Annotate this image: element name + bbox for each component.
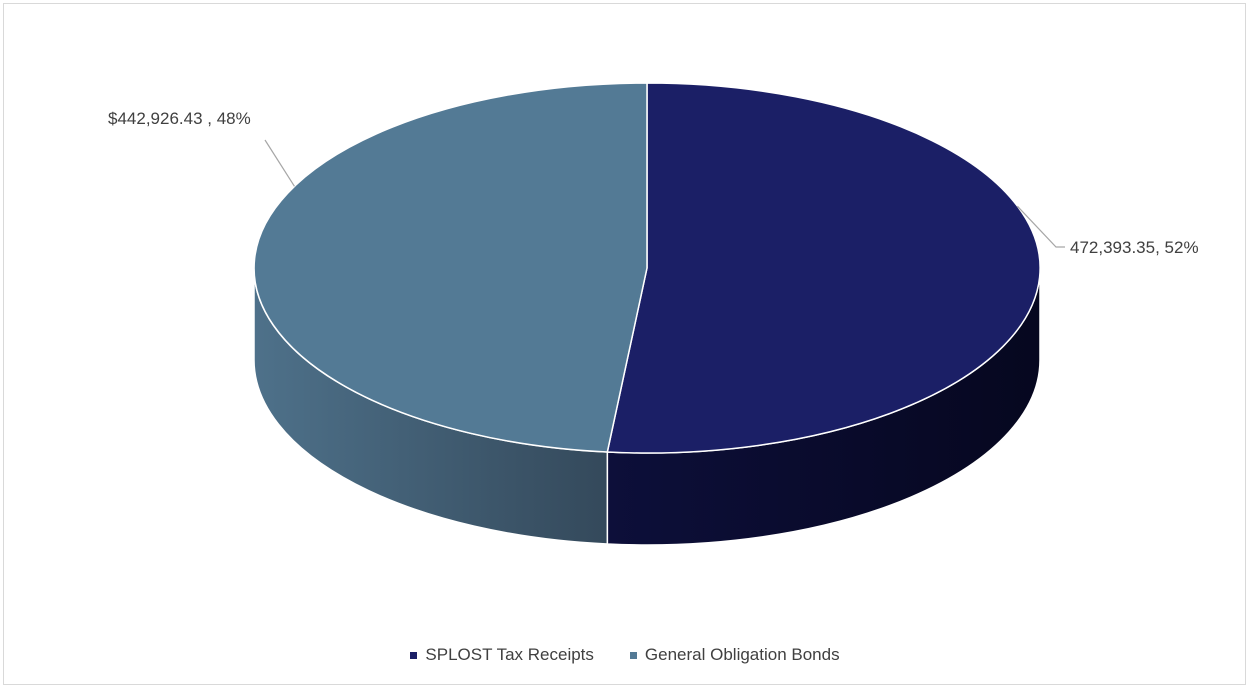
legend-item-general-obligation: General Obligation Bonds — [629, 645, 840, 665]
pie-slice-general-obligation — [253, 82, 648, 453]
legend-label-splost: SPLOST Tax Receipts — [425, 645, 594, 664]
leader-line-splost — [1016, 205, 1065, 248]
data-labels: 472,393.35, 52% $442,926.43 , 48% — [108, 109, 1199, 257]
legend-item-splost: SPLOST Tax Receipts — [410, 645, 594, 665]
legend: SPLOST Tax Receipts General Obligation B… — [0, 645, 1250, 665]
legend-swatch-splost — [410, 651, 418, 659]
leader-lines — [264, 139, 1065, 248]
leader-line-general-obligation — [264, 139, 295, 187]
legend-label-general-obligation: General Obligation Bonds — [644, 645, 840, 664]
data-label-splost: 472,393.35, 52% — [1070, 238, 1199, 257]
pie-slice-splost — [606, 82, 1041, 454]
data-label-general-obligation: $442,926.43 , 48% — [108, 109, 251, 128]
pie-tops — [253, 82, 1041, 454]
legend-swatch-general-obligation — [629, 651, 637, 659]
